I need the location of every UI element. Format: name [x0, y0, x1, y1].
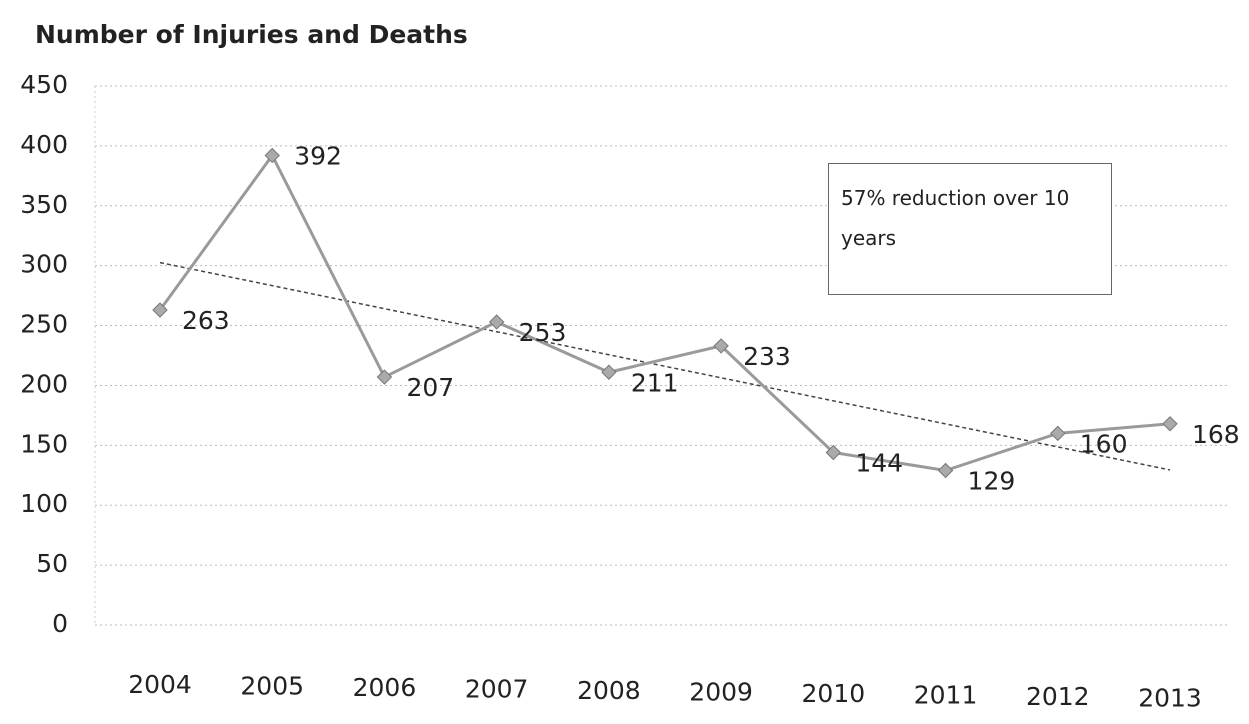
x-tick-label: 2007 — [465, 675, 529, 704]
data-label: 233 — [743, 342, 791, 371]
trendline — [159, 261, 1171, 471]
y-tick-label: 400 — [20, 130, 68, 159]
point-marker — [376, 369, 393, 385]
point-marker — [937, 462, 954, 479]
y-tick-label: 450 — [20, 70, 68, 99]
annotation: 57% reduction over 10 years — [828, 163, 1112, 295]
data-label: 253 — [519, 318, 567, 347]
y-tick-label: 150 — [20, 429, 68, 458]
point-marker — [713, 338, 729, 354]
data-label: 211 — [631, 368, 679, 397]
point-marker — [1050, 425, 1066, 442]
point-marker — [152, 302, 168, 318]
data-label: 207 — [406, 373, 454, 402]
point-marker — [264, 147, 280, 164]
y-tick-label: 200 — [20, 369, 68, 398]
point-marker — [488, 314, 505, 330]
series-line — [158, 152, 1171, 473]
x-tick-label: 2012 — [1026, 682, 1090, 711]
x-tick-label: 2005 — [240, 672, 304, 701]
x-tick-label: 2011 — [914, 681, 978, 710]
data-label: 263 — [182, 306, 230, 335]
point-marker — [1162, 416, 1178, 432]
data-label: 129 — [968, 466, 1016, 495]
chart-title: Number of Injuries and Deaths — [35, 20, 468, 49]
data-label: 160 — [1080, 429, 1128, 458]
data-label: 168 — [1192, 420, 1240, 449]
data-label: 144 — [855, 449, 903, 478]
x-tick-label: 2008 — [577, 676, 641, 705]
y-tick-label: 300 — [20, 250, 68, 279]
x-tick-label: 2010 — [802, 679, 866, 708]
point-marker — [601, 364, 617, 380]
y-tick-label: 250 — [20, 310, 68, 339]
y-tick-label: 0 — [52, 609, 68, 638]
point-marker — [825, 444, 842, 461]
data-label: 392 — [294, 141, 342, 170]
x-tick-label: 2006 — [353, 673, 417, 702]
x-tick-label: 2013 — [1138, 684, 1202, 713]
x-tick-label: 2004 — [128, 670, 192, 699]
y-tick-label: 350 — [20, 190, 68, 219]
x-tick-label: 2009 — [689, 678, 753, 707]
y-tick-label: 50 — [36, 549, 68, 578]
y-tick-label: 100 — [20, 489, 68, 518]
